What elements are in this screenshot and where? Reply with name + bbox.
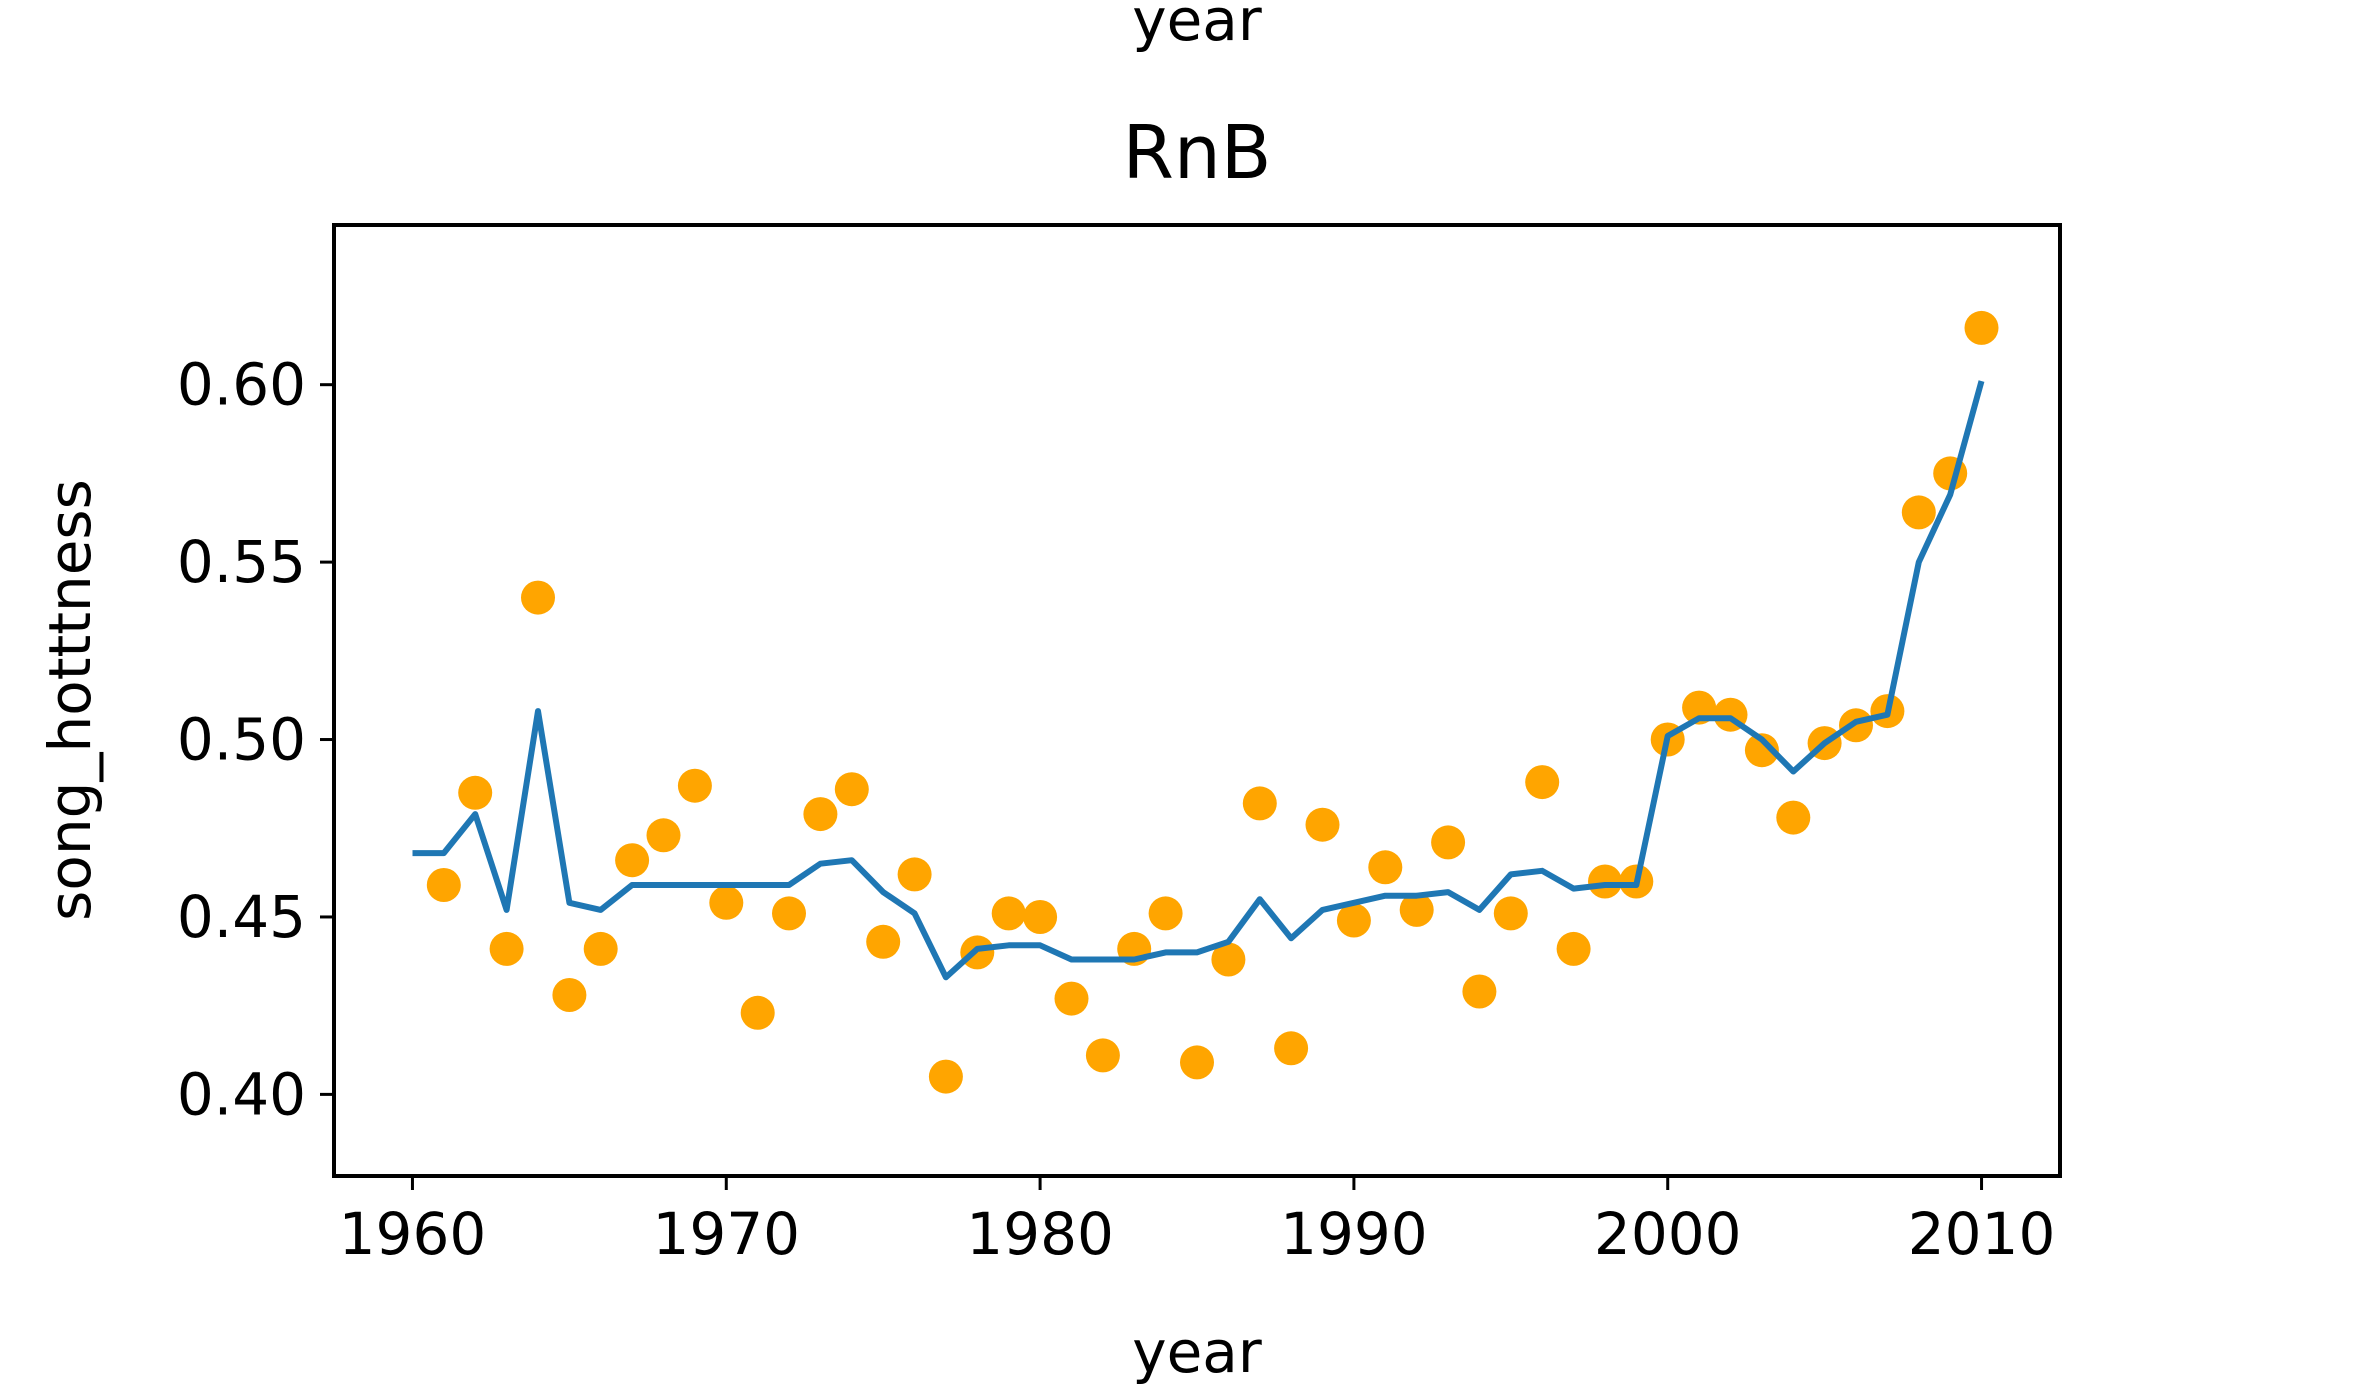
- scatter-point: [897, 857, 932, 892]
- scatter-point: [646, 818, 681, 853]
- y-tick-label: 0.45: [177, 883, 306, 951]
- scatter-point: [709, 885, 744, 920]
- scatter-point: [1588, 864, 1622, 899]
- scatter-point: [1054, 981, 1089, 1016]
- scatter-point: [426, 868, 461, 902]
- scatter-point: [521, 580, 555, 615]
- scatter-point: [458, 775, 493, 810]
- x-tick-label: 1990: [1280, 1200, 1428, 1268]
- scatter-point: [1274, 1031, 1309, 1066]
- y-axis-label: song_hotttness: [36, 479, 104, 921]
- scatter-point: [1493, 896, 1528, 931]
- y-tick-label: 0.55: [177, 528, 306, 596]
- x-axis-label: year: [1132, 1318, 1262, 1386]
- x-tick-label: 2000: [1594, 1200, 1742, 1268]
- chart-title: RnB: [1122, 110, 1271, 196]
- x-tick-label: 1960: [339, 1200, 487, 1268]
- scatter-point: [1901, 495, 1936, 530]
- scatter-point: [1462, 974, 1497, 1009]
- scatter-point: [740, 995, 775, 1030]
- scatter-point: [991, 896, 1026, 931]
- scatter-point: [583, 931, 618, 966]
- y-tick-label: 0.60: [177, 351, 306, 419]
- scatter-point: [928, 1059, 963, 1094]
- x-axis: 1960 1970 1980 1990 2000 2010: [339, 1176, 2056, 1268]
- top-label: year: [1132, 0, 1262, 54]
- y-tick-label: 0.50: [177, 706, 306, 774]
- x-tick-label: 1970: [652, 1200, 800, 1268]
- scatter-point: [1211, 942, 1246, 977]
- scatter-point: [1085, 1038, 1120, 1073]
- scatter-point: [1148, 896, 1183, 931]
- scatter-point: [1180, 1045, 1214, 1080]
- scatter-point: [677, 768, 712, 803]
- scatter-point: [772, 896, 806, 931]
- scatter-point: [489, 931, 524, 966]
- y-tick-label: 0.40: [177, 1060, 306, 1128]
- scatter-point: [1964, 310, 1999, 345]
- x-tick-label: 2010: [1908, 1200, 2056, 1268]
- scatter-point: [1305, 807, 1340, 842]
- plot-frame: [332, 223, 2062, 1178]
- y-axis: 0.40 0.45 0.50 0.55 0.60: [177, 351, 334, 1128]
- scatter-point: [615, 843, 650, 878]
- scatter-point: [1431, 825, 1466, 860]
- scatter-point: [1744, 733, 1779, 768]
- scatter-point: [834, 772, 869, 807]
- scatter-point: [1023, 900, 1058, 934]
- scatter-point: [1336, 903, 1371, 938]
- scatter-point: [1776, 800, 1811, 835]
- series-line: [412, 380, 1985, 981]
- scatter-point: [1368, 850, 1403, 885]
- plot-area: [412, 310, 1999, 1094]
- scatter-point: [1399, 892, 1434, 927]
- scatter-point: [1525, 765, 1560, 800]
- x-tick-label: 1980: [966, 1200, 1114, 1268]
- scatter-point: [866, 924, 901, 959]
- scatter-point: [1556, 931, 1591, 966]
- scatter-point: [803, 797, 838, 832]
- scatter-point: [552, 978, 587, 1012]
- scatter-point: [1242, 786, 1277, 821]
